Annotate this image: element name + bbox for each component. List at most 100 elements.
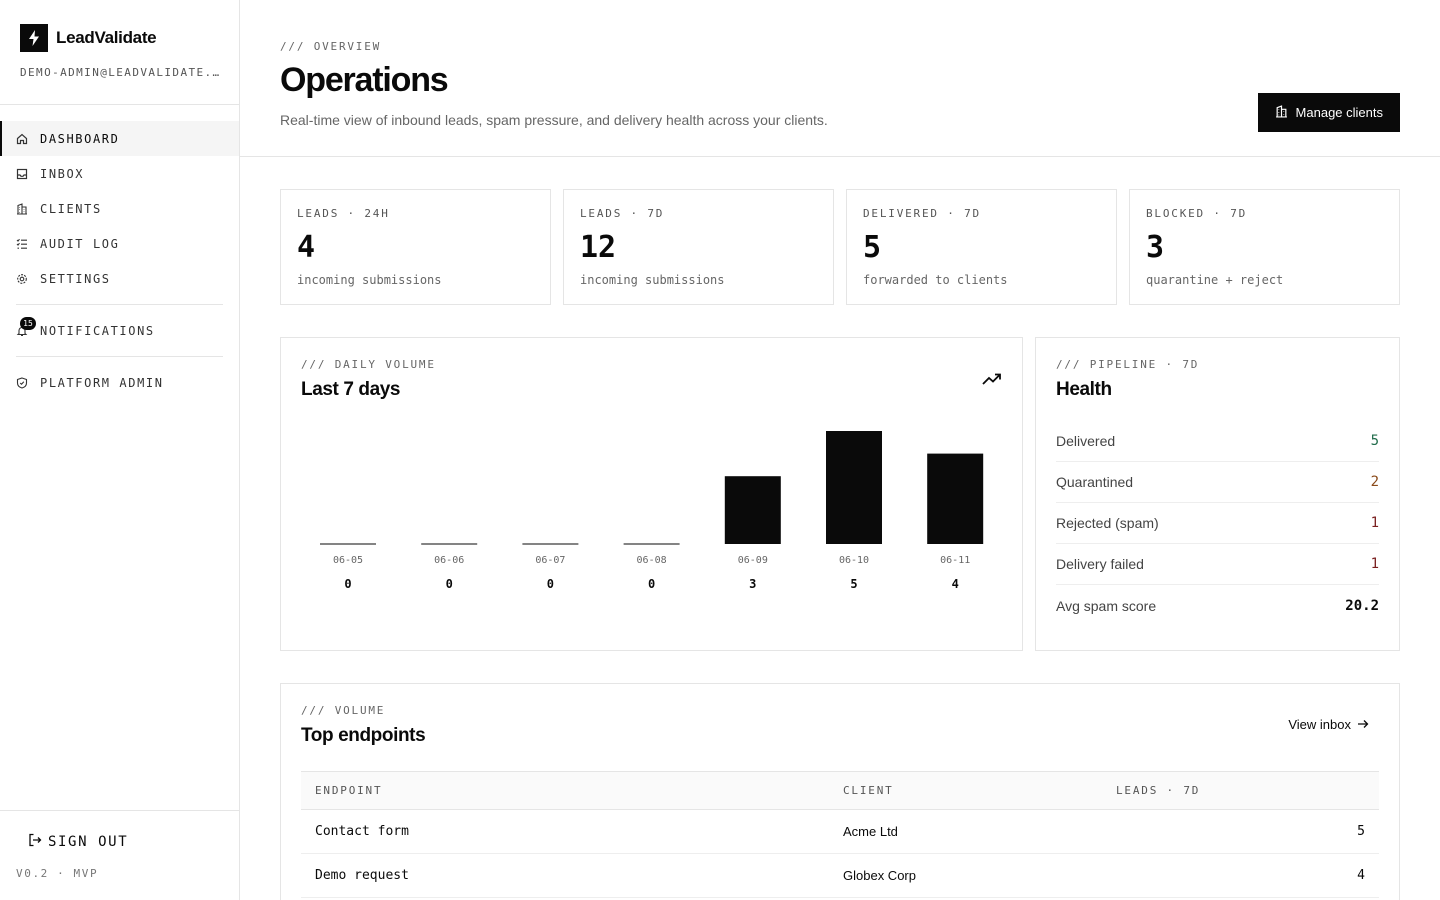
chart-bar <box>927 453 984 544</box>
sidebar-item-label: CLIENTS <box>40 201 102 216</box>
stat-card-leads-7d: LEADS · 7D 12 incoming submissions <box>563 189 834 305</box>
stat-hint: incoming submissions <box>580 273 725 287</box>
sidebar-item-platform-admin[interactable]: PLATFORM ADMIN <box>0 365 239 400</box>
sidebar-item-audit-log[interactable]: AUDIT LOG <box>0 226 239 261</box>
endpoints-table: ENDPOINT CLIENT LEADS · 7D Contact form … <box>301 771 1379 898</box>
sign-out-label: SIGN OUT <box>48 834 129 850</box>
health-row-avg-spam-score: Avg spam score 20.2 <box>1056 585 1379 626</box>
list-check-icon <box>16 238 28 250</box>
card-eyebrow: /// PIPELINE · 7D <box>1056 358 1200 371</box>
sidebar-item-label: NOTIFICATIONS <box>40 323 155 338</box>
stat-hint: incoming submissions <box>297 273 442 287</box>
chart-data-label: 5 <box>850 577 857 591</box>
sidebar-item-dashboard[interactable]: DASHBOARD <box>0 121 239 156</box>
stat-card-blocked-7d: BLOCKED · 7D 3 quarantine + reject <box>1129 189 1400 305</box>
sidebar-item-label: PLATFORM ADMIN <box>40 375 164 390</box>
nav-divider <box>16 356 223 357</box>
sidebar-item-label: DASHBOARD <box>40 131 120 146</box>
chart-tick-label: 06-07 <box>535 555 565 566</box>
chart-tick-label: 06-08 <box>637 555 667 566</box>
card-title: Top endpoints <box>301 725 426 746</box>
stat-label: BLOCKED · 7D <box>1146 207 1248 220</box>
health-value: 1 <box>1370 515 1379 531</box>
stat-card-delivered-7d: DELIVERED · 7D 5 forwarded to clients <box>846 189 1117 305</box>
health-label: Delivered <box>1056 433 1116 449</box>
health-row-rejected: Rejected (spam) 1 <box>1056 503 1379 544</box>
health-label: Delivery failed <box>1056 556 1144 572</box>
stats-row: LEADS · 24H 4 incoming submissions LEADS… <box>280 189 1400 305</box>
bar-chart-svg: 06-05 0 06-06 0 06-07 0 06-08 0 06-09 3 06-10 5 06-1… <box>320 431 984 591</box>
charts-row: /// DAILY VOLUME Last 7 days 06-05 0 06-06… <box>280 337 1400 651</box>
top-endpoints-card: /// VOLUME Top endpoints View inbox ENDP… <box>280 683 1400 900</box>
brand-name: LeadValidate <box>56 28 157 47</box>
chart-data-label: 0 <box>446 577 453 591</box>
health-row-delivered: Delivered 5 <box>1056 421 1379 462</box>
table-row[interactable]: Demo request Globex Corp 4 <box>301 853 1379 898</box>
sidebar: LeadValidate demo-admin@leadvalidate.io … <box>0 0 240 900</box>
brand-block: LeadValidate demo-admin@leadvalidate.io <box>0 0 239 105</box>
leads-cell: 5 <box>1102 809 1379 854</box>
health-value: 20.2 <box>1345 597 1379 614</box>
inbox-icon <box>16 168 28 180</box>
health-row-quarantined: Quarantined 2 <box>1056 462 1379 503</box>
view-inbox-link[interactable]: View inbox <box>1288 717 1369 732</box>
chart-tick-label: 06-06 <box>434 555 464 566</box>
pipeline-health-card: /// PIPELINE · 7D Health Delivered 5 Qua… <box>1035 337 1400 651</box>
endpoint-cell: Demo request <box>301 853 829 898</box>
shield-icon <box>16 376 28 389</box>
manage-clients-label: Manage clients <box>1295 105 1383 120</box>
dashboard-body: LEADS · 24H 4 incoming submissions LEADS… <box>240 157 1440 900</box>
column-header-client[interactable]: CLIENT <box>843 784 894 797</box>
chart-data-label: 0 <box>547 577 554 591</box>
chart-data-label: 3 <box>749 577 756 591</box>
view-inbox-label: View inbox <box>1288 717 1351 732</box>
sidebar-item-label: AUDIT LOG <box>40 236 120 251</box>
trending-up-icon <box>982 372 1002 391</box>
notification-count-badge: 15 <box>20 317 36 330</box>
health-label: Rejected (spam) <box>1056 515 1159 531</box>
app-version: V0.2 · MVP <box>16 867 99 880</box>
stat-value: 12 <box>580 230 617 265</box>
health-label: Avg spam score <box>1056 597 1157 614</box>
stat-value: 3 <box>1146 230 1165 265</box>
card-title: Last 7 days <box>301 379 401 400</box>
endpoint-cell: Contact form <box>301 809 829 854</box>
brand-row[interactable]: LeadValidate <box>20 24 219 52</box>
stat-label: LEADS · 7D <box>580 207 665 220</box>
page-eyebrow: /// OVERVIEW <box>280 40 382 53</box>
column-header-endpoint[interactable]: ENDPOINT <box>315 784 383 797</box>
stat-label: LEADS · 24H <box>297 207 390 220</box>
client-cell: Globex Corp <box>829 853 1102 898</box>
stat-label: DELIVERED · 7D <box>863 207 981 220</box>
table-row[interactable]: Contact form Acme Ltd 5 <box>301 809 1379 854</box>
page-title: Operations <box>280 61 449 99</box>
sign-out-button[interactable]: SIGN OUT <box>16 833 223 851</box>
sidebar-nav: DASHBOARD INBOX CLIENTS AUDIT LOG <box>0 105 239 400</box>
health-value: 5 <box>1370 433 1379 449</box>
sidebar-item-inbox[interactable]: INBOX <box>0 156 239 191</box>
chart-bar <box>724 476 781 544</box>
chart-tick-label: 06-09 <box>738 555 768 566</box>
card-title: Health <box>1056 379 1112 400</box>
daily-volume-chart: 06-05 0 06-06 0 06-07 0 06-08 0 06-09 3 06-10 5 06-1… <box>301 408 1002 608</box>
page-subtitle: Real-time view of inbound leads, spam pr… <box>280 112 828 128</box>
home-icon <box>16 133 28 145</box>
stat-card-leads-24h: LEADS · 24H 4 incoming submissions <box>280 189 551 305</box>
card-eyebrow: /// VOLUME <box>301 704 386 717</box>
building-icon <box>16 202 28 215</box>
leads-cell: 4 <box>1102 853 1379 898</box>
chart-tick-label: 06-10 <box>839 555 869 566</box>
stat-value: 5 <box>863 230 882 265</box>
health-list: Delivered 5 Quarantined 2 Rejected (spam… <box>1056 421 1379 626</box>
sidebar-item-settings[interactable]: SETTINGS <box>0 261 239 296</box>
sign-out-icon <box>28 833 42 851</box>
user-email: demo-admin@leadvalidate.io <box>20 66 220 79</box>
sidebar-item-notifications[interactable]: 15 NOTIFICATIONS <box>0 313 239 348</box>
sidebar-item-clients[interactable]: CLIENTS <box>0 191 239 226</box>
health-row-delivery-failed: Delivery failed 1 <box>1056 544 1379 585</box>
card-eyebrow: /// DAILY VOLUME <box>301 358 436 371</box>
stat-value: 4 <box>297 230 316 265</box>
manage-clients-button[interactable]: Manage clients <box>1257 93 1400 132</box>
main-content: /// OVERVIEW Operations Real-time view o… <box>240 0 1440 900</box>
column-header-leads[interactable]: LEADS · 7D <box>1116 784 1201 797</box>
